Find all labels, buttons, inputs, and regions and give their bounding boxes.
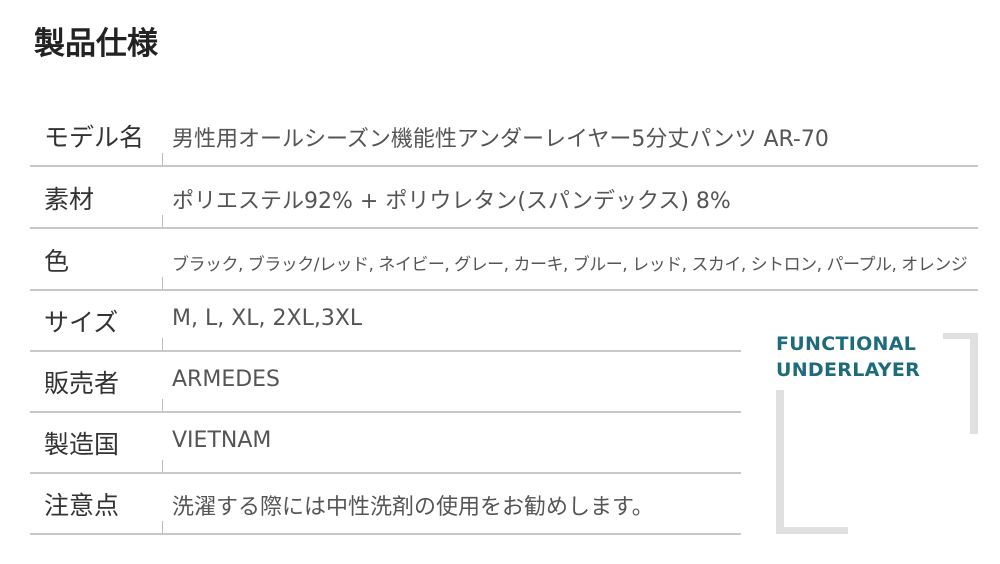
spec-row-size: サイズ M, L, XL, 2XL,3XL	[30, 289, 741, 352]
spec-value: ブラック, ブラック/レッド, ネイビー, グレー, カーキ, ブルー, レッド…	[172, 255, 968, 275]
divider	[162, 215, 163, 227]
spec-value: ポリエステル92% + ポリウレタン(スパンデックス) 8%	[172, 189, 731, 214]
divider	[162, 338, 163, 350]
spec-label: 注意点	[44, 491, 120, 520]
spec-value: VIETNAM	[172, 428, 272, 453]
spec-row-country: 製造国 VIETNAM	[30, 411, 741, 474]
bracket-left	[776, 390, 784, 534]
bracket-top	[943, 333, 978, 339]
spec-label: モデル名	[44, 123, 145, 152]
spec-value: ARMEDES	[172, 367, 281, 392]
spec-row-material: 素材 ポリエステル92% + ポリウレタン(スパンデックス) 8%	[30, 166, 978, 229]
page-title: 製品仕様	[34, 26, 158, 62]
spec-label: 素材	[44, 185, 95, 214]
spec-row-caution: 注意点 洗濯する際には中性洗剤の使用をお勧めします。	[30, 472, 741, 535]
spec-label: サイズ	[44, 308, 119, 337]
bracket-right	[970, 333, 978, 434]
divider	[162, 399, 163, 411]
spec-label: 販売者	[44, 369, 120, 398]
brand-text: FUNCTIONAL UNDERLAYER	[776, 331, 920, 383]
spec-row-color: 色 ブラック, ブラック/レッド, ネイビー, グレー, カーキ, ブルー, レ…	[30, 228, 978, 291]
divider	[162, 460, 163, 472]
spec-row-model: モデル名 男性用オールシーズン機能性アンダーレイヤー5分丈パンツ AR-70	[30, 104, 978, 167]
brand-line2: UNDERLAYER	[776, 359, 921, 381]
spec-row-seller: 販売者 ARMEDES	[30, 350, 741, 413]
divider	[162, 153, 163, 165]
spec-value: 男性用オールシーズン機能性アンダーレイヤー5分丈パンツ AR-70	[172, 127, 829, 152]
brand-line1: FUNCTIONAL	[776, 333, 917, 355]
spec-label: 色	[44, 247, 70, 276]
bracket-bottom	[776, 527, 848, 534]
divider	[162, 521, 163, 533]
spec-value: 洗濯する際には中性洗剤の使用をお勧めします。	[172, 495, 654, 520]
spec-label: 製造国	[44, 430, 120, 459]
spec-value: M, L, XL, 2XL,3XL	[172, 306, 363, 331]
divider	[162, 277, 163, 289]
